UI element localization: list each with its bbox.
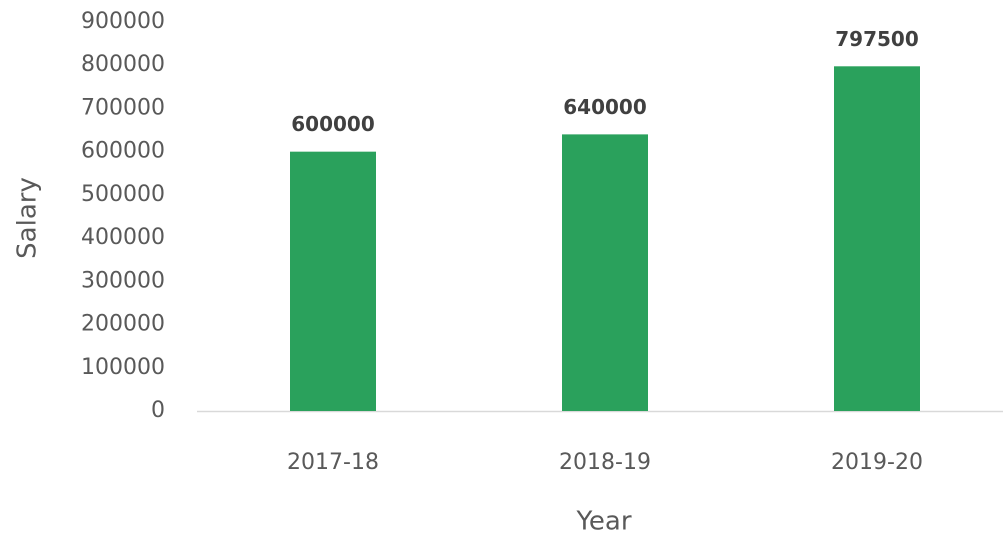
y-tick-label: 900000 [81,9,165,34]
x-tick-label: 2017-18 [287,450,379,475]
y-tick-label: 0 [151,398,165,423]
x-tick-label: 2018-19 [559,450,651,475]
data-label: 600000 [291,112,375,136]
y-tick-label: 400000 [81,225,165,250]
bar [562,134,648,411]
y-axis-label: Salary [13,177,43,259]
data-label: 640000 [563,95,647,119]
y-tick-label: 200000 [81,312,165,337]
y-tick-label: 500000 [81,182,165,207]
x-tick-label: 2019-20 [831,450,923,475]
y-tick-label: 800000 [81,52,165,77]
bar [834,66,920,411]
data-label: 797500 [835,27,919,51]
y-tick-label: 600000 [81,139,165,164]
y-tick-label: 700000 [81,95,165,120]
y-tick-label: 300000 [81,268,165,293]
bar [290,151,376,411]
y-tick-label: 100000 [81,355,165,380]
x-axis-label: Year [575,507,631,537]
